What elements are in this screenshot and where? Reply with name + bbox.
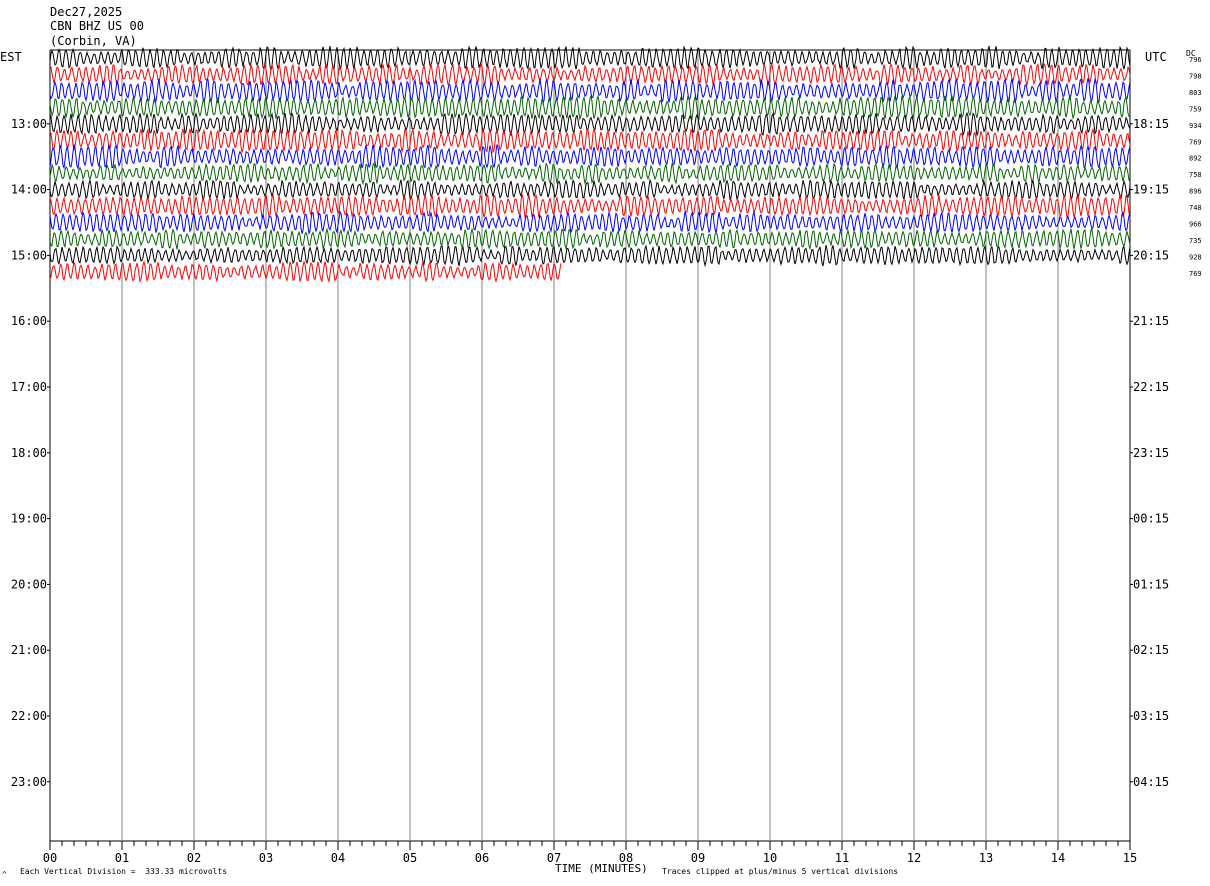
x-tick-label: 13 [979, 851, 993, 865]
x-tick-label: 12 [907, 851, 921, 865]
dc-offset-value: 966 [1189, 221, 1202, 229]
left-hour-label: 15:00 [11, 248, 47, 262]
seismic-trace [49, 161, 1131, 186]
right-hour-label: 20:15 [1133, 248, 1169, 262]
seismic-trace [49, 227, 1131, 251]
x-tick-label: 00 [43, 851, 57, 865]
dc-offset-value: 758 [1189, 171, 1202, 179]
station-location: (Corbin, VA) [50, 34, 137, 48]
dc-offset-value: 896 [1189, 188, 1202, 196]
x-tick-label: 14 [1051, 851, 1065, 865]
right-hour-label: 02:15 [1133, 643, 1169, 657]
left-hour-label: 16:00 [11, 314, 47, 328]
x-tick-label: 10 [763, 851, 777, 865]
right-hour-label: 22:15 [1133, 380, 1169, 394]
x-axis-label: TIME (MINUTES) [555, 862, 648, 875]
dc-offset-value: 759 [1189, 105, 1202, 113]
x-tick-label: 01 [115, 851, 129, 865]
left-timezone-label: EST [0, 50, 22, 64]
dc-offset-value: 934 [1189, 122, 1202, 130]
seismic-trace [49, 144, 1131, 171]
x-tick-label: 06 [475, 851, 489, 865]
seismic-trace [49, 62, 1131, 87]
x-tick-label: 08 [619, 851, 633, 865]
left-hour-label: 23:00 [11, 775, 47, 789]
right-hour-label: 00:15 [1133, 512, 1169, 526]
seismic-trace [49, 77, 1131, 105]
seismic-trace [49, 193, 1131, 220]
left-hour-label: 22:00 [11, 709, 47, 723]
seismic-trace [49, 178, 1131, 201]
seismic-trace [49, 244, 1131, 268]
dc-offset-value: 748 [1189, 204, 1202, 212]
right-hour-label: 03:15 [1133, 709, 1169, 723]
right-hour-label: 01:15 [1133, 577, 1169, 591]
left-hour-label: 14:00 [11, 183, 47, 197]
dc-offset-value: 803 [1189, 89, 1202, 97]
x-tick-label: 04 [331, 851, 345, 865]
x-tick-label: 07 [547, 851, 561, 865]
right-timezone-label: UTC [1145, 50, 1167, 64]
seismic-trace [49, 111, 1131, 138]
right-hour-label: 19:15 [1133, 183, 1169, 197]
dc-offset-value: 928 [1189, 253, 1202, 261]
vertical-scale-note: Each Vertical Division = 333.33 microvol… [20, 867, 228, 876]
dc-offset-value: 798 [1189, 72, 1202, 80]
x-tick-label: 11 [835, 851, 849, 865]
dc-offset-value: 796 [1189, 56, 1202, 64]
plot-date: Dec27,2025 [50, 5, 123, 19]
right-hour-label: 04:15 [1133, 775, 1169, 789]
seismic-trace [49, 127, 1131, 155]
corner-mark: ^ [2, 870, 7, 879]
left-hour-label: 20:00 [11, 577, 47, 591]
seismic-trace [49, 94, 1131, 121]
left-hour-label: 13:00 [11, 117, 47, 131]
x-tick-label: 09 [691, 851, 705, 865]
left-hour-label: 17:00 [11, 380, 47, 394]
right-hour-label: 23:15 [1133, 446, 1169, 460]
left-hour-label: 18:00 [11, 446, 47, 460]
x-tick-label: 15 [1123, 851, 1137, 865]
left-hour-label: 19:00 [11, 512, 47, 526]
dc-offset-label: DC [1186, 49, 1196, 58]
seismic-trace [49, 45, 1131, 72]
dc-offset-value: 735 [1189, 237, 1202, 245]
left-hour-label: 21:00 [11, 643, 47, 657]
dc-offset-value: 892 [1189, 155, 1202, 163]
x-tick-label: 02 [187, 851, 201, 865]
seismic-trace [49, 259, 562, 284]
clip-note: Traces clipped at plus/minus 5 vertical … [662, 867, 899, 876]
dc-offset-value: 769 [1189, 138, 1202, 146]
right-hour-label: 18:15 [1133, 117, 1169, 131]
seismic-trace [49, 210, 1131, 236]
x-tick-label: 03 [259, 851, 273, 865]
station-code: CBN BHZ US 00 [50, 19, 144, 33]
x-tick-label: 05 [403, 851, 417, 865]
dc-offset-value: 769 [1189, 270, 1202, 278]
right-hour-label: 21:15 [1133, 314, 1169, 328]
